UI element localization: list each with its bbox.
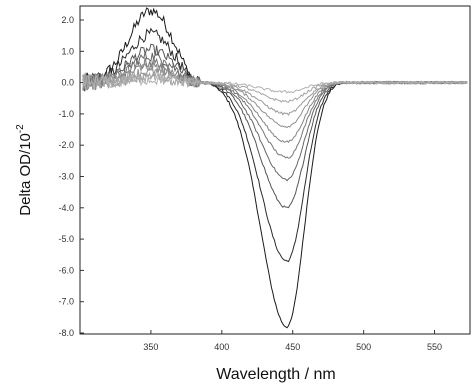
x-tick-label: 400 bbox=[214, 342, 229, 352]
x-tick-label: 350 bbox=[143, 342, 158, 352]
x-axis-ticks: 350 400 450 500 550 bbox=[143, 330, 442, 352]
y-tick-label: -8.0 bbox=[58, 328, 74, 338]
series-line bbox=[82, 73, 468, 94]
y-tick-label: 1.0 bbox=[61, 46, 74, 56]
series-line bbox=[82, 65, 468, 129]
y-tick-label: -1.0 bbox=[58, 109, 74, 119]
y-tick-label: 2.0 bbox=[61, 15, 74, 25]
x-tick-label: 450 bbox=[285, 342, 300, 352]
y-tick-label: -3.0 bbox=[58, 172, 74, 182]
plot-frame bbox=[79, 5, 471, 335]
x-tick-label: 550 bbox=[427, 342, 442, 352]
y-tick-label: 0.0 bbox=[61, 78, 74, 88]
y-tick-label: -7.0 bbox=[58, 297, 74, 307]
series-group bbox=[82, 7, 468, 329]
y-tick-label: -5.0 bbox=[58, 234, 74, 244]
x-axis-title: Wavelength / nm bbox=[216, 366, 335, 383]
y-tick-label: -4.0 bbox=[58, 203, 74, 213]
y-tick-label: -6.0 bbox=[58, 265, 74, 275]
series-line bbox=[82, 56, 468, 159]
y-tick-label: -2.0 bbox=[58, 140, 74, 150]
y-axis-title-exponent: -2 bbox=[15, 124, 26, 133]
y-axis-title-main: Delta OD/10 bbox=[17, 133, 34, 216]
y-axis-title: Delta OD/10-2 bbox=[15, 124, 34, 216]
y-axis-ticks: 2.0 1.0 0.0 -1.0 -2.0 -3.0 -4.0 -5.0 -6.0 -7.0 -8.… bbox=[58, 15, 84, 338]
series-line bbox=[82, 72, 468, 103]
plot-area bbox=[79, 5, 471, 335]
series-line bbox=[82, 51, 468, 182]
x-tick-label: 500 bbox=[356, 342, 371, 352]
